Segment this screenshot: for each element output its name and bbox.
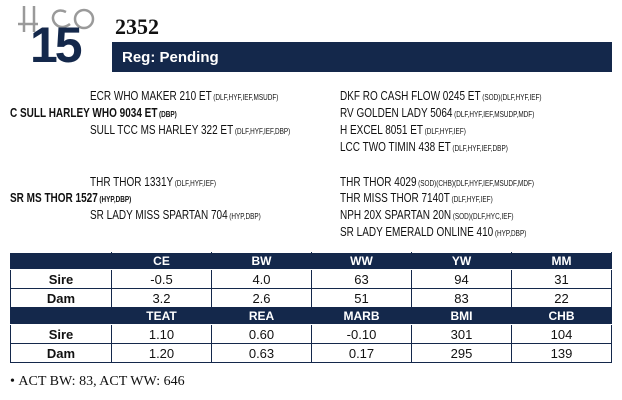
pedigree-entry: C SULL HARLEY WHO 9034 ET (DBP) [10,106,177,122]
data-row: Sire 1.10 0.60 -0.10 301 104 [10,324,612,344]
value-cell: 0.60 [211,324,312,344]
pedigree-entry: SR LADY EMERALD ONLINE 410 (HYP,DBP) [340,225,526,241]
header-cell: MARB [311,307,412,325]
value-cell: 22 [511,288,612,308]
value-cell: 63 [311,269,412,289]
animal-tags: (DLF,HYF,IEF,MSUDF) [213,93,279,102]
pedigree-entry: H EXCEL 8051 ET (DLF,HYF,IEF) [340,123,466,139]
animal-name: ECR WHO MAKER 210 ET [90,89,212,103]
header-cell: WW [311,252,412,270]
header-cell: TEAT [111,307,212,325]
value-cell: 4.0 [211,269,312,289]
value-cell: 51 [311,288,412,308]
header-cell: BMI [411,307,512,325]
value-cell: 1.10 [111,324,212,344]
note: ACT BW: 83, ACT WW: 646 [10,374,184,390]
value-cell: 31 [511,269,612,289]
header-cell: MM [511,252,612,270]
animal-tags: (DLF,HYF,IEF,DBP) [234,127,291,136]
row-label: Sire [10,324,112,344]
pedigree-entry: DKF RO CASH FLOW 0245 ET (SOD)(DLF,HYF,IE… [340,89,542,105]
row-label: Sire [10,269,112,289]
data-row: Dam 1.20 0.63 0.17 295 139 [10,343,612,363]
value-cell: 0.17 [311,343,412,363]
pedigree-entry: NPH 20X SPARTAN 20N (SOD)(DLF,HYC,IEF) [340,208,514,224]
animal-tags: (DBP) [159,110,177,119]
value-cell: -0.5 [111,269,212,289]
logo-stroke [73,8,95,30]
header-cell: BW [211,252,312,270]
pedigree-entry: ECR WHO MAKER 210 ET (DLF,HYF,IEF,MSUDF) [90,89,278,105]
epd-table: CE BW WW YW MM Sire -0.5 4.0 63 94 31 Dam 3.2 2.6 51 83… [10,252,612,363]
animal-name: THR MISS THOR 7140T [340,191,450,205]
header-row: TEAT REA MARB BMI CHB [10,307,612,325]
header-cell: YW [411,252,512,270]
header-cell: REA [211,307,312,325]
header-cell: CE [111,252,212,270]
animal-tags: (SOD)(DLF,HYC,IEF) [452,212,514,221]
animal-tags: (DLF,HYF,IEF) [174,179,217,188]
animal-name: THR THOR 1331Y [90,175,174,189]
pedigree-entry: LCC TWO TIMIN 438 ET (DLF,HYF,IEF,DBP) [340,140,508,156]
status: Reg: Pending [122,49,219,66]
value-cell: 2.6 [211,288,312,308]
value-cell: 3.2 [111,288,212,308]
animal-name: SULL TCC MS HARLEY 322 ET [90,123,234,137]
animal-tags: (SOD)(DLF,HYF,IEF) [482,93,542,102]
animal-name: C SULL HARLEY WHO 9034 ET [10,106,158,120]
row-label: Dam [10,288,112,308]
animal-tags: (DLF,HYF,IEF) [451,195,493,204]
value-cell: 104 [511,324,612,344]
lot-number: 15 [30,17,83,73]
animal-tags: (DLF,HYF,IEF,DBP) [452,144,508,153]
pedigree-entry: SR LADY MISS SPARTAN 704 (HYP,DBP) [90,208,261,224]
value-cell: 139 [511,343,612,363]
animal-name: SR LADY MISS SPARTAN 704 [90,208,228,222]
row-label: Dam [10,343,112,363]
pedigree-entry: RV GOLDEN LADY 5064 (DLF,HYF,IEF,MSUDP,MD… [340,106,534,122]
pedigree-entry: THR THOR 1331Y (DLF,HYF,IEF) [90,175,216,191]
animal-tags: (DLF,HYF,IEF,MSUDP,MDF) [454,110,535,119]
animal-name: H EXCEL 8051 ET [340,123,424,137]
pedigree-entry: SR MS THOR 1527 (HYP,DBP) [10,191,131,207]
pedigree-entry: THR THOR 4029 (SOD)(CHB)(DLF,HYF,IEF,MSUD… [340,175,534,191]
animal-name: NPH 20X SPARTAN 20N [340,208,452,222]
registration-number: 2352 [115,14,159,39]
value-cell: 83 [411,288,512,308]
animal-tags: (HYP,DBP) [99,195,132,204]
animal-name: RV GOLDEN LADY 5064 [340,106,453,120]
animal-tags: (HYP,DBP) [229,212,261,221]
header-cell: CHB [511,307,612,325]
animal-tags: (DLF,HYF,IEF) [424,127,466,136]
animal-name: SR MS THOR 1527 [10,191,98,205]
value-cell: 94 [411,269,512,289]
logo-mark [18,6,95,32]
animal-name: SR LADY EMERALD ONLINE 410 [340,225,494,239]
animal-name: THR THOR 4029 [340,175,417,189]
pedigree-entry: THR MISS THOR 7140T (DLF,HYF,IEF) [340,191,493,207]
value-cell: 301 [411,324,512,344]
header-row: CE BW WW YW MM [10,252,612,270]
status-bar: Reg: Pending [112,42,612,72]
animal-name: LCC TWO TIMIN 438 ET [340,140,451,154]
value-cell: 295 [411,343,512,363]
data-row: Dam 3.2 2.6 51 83 22 [10,288,612,308]
header-cell [10,252,112,270]
value-cell: 1.20 [111,343,212,363]
logo-stroke [18,6,38,32]
animal-name: DKF RO CASH FLOW 0245 ET [340,89,481,103]
animal-tags: (SOD)(CHB)(DLF,HYF,IEF,MSUDF,MDF) [418,179,535,188]
value-cell: -0.10 [311,324,412,344]
data-row: Sire -0.5 4.0 63 94 31 [10,269,612,289]
value-cell: 0.63 [211,343,312,363]
header-cell [10,307,112,325]
animal-tags: (HYP,DBP) [494,229,527,238]
logo-stroke [51,9,71,29]
pedigree-entry: SULL TCC MS HARLEY 322 ET (DLF,HYF,IEF,DB… [90,123,290,139]
